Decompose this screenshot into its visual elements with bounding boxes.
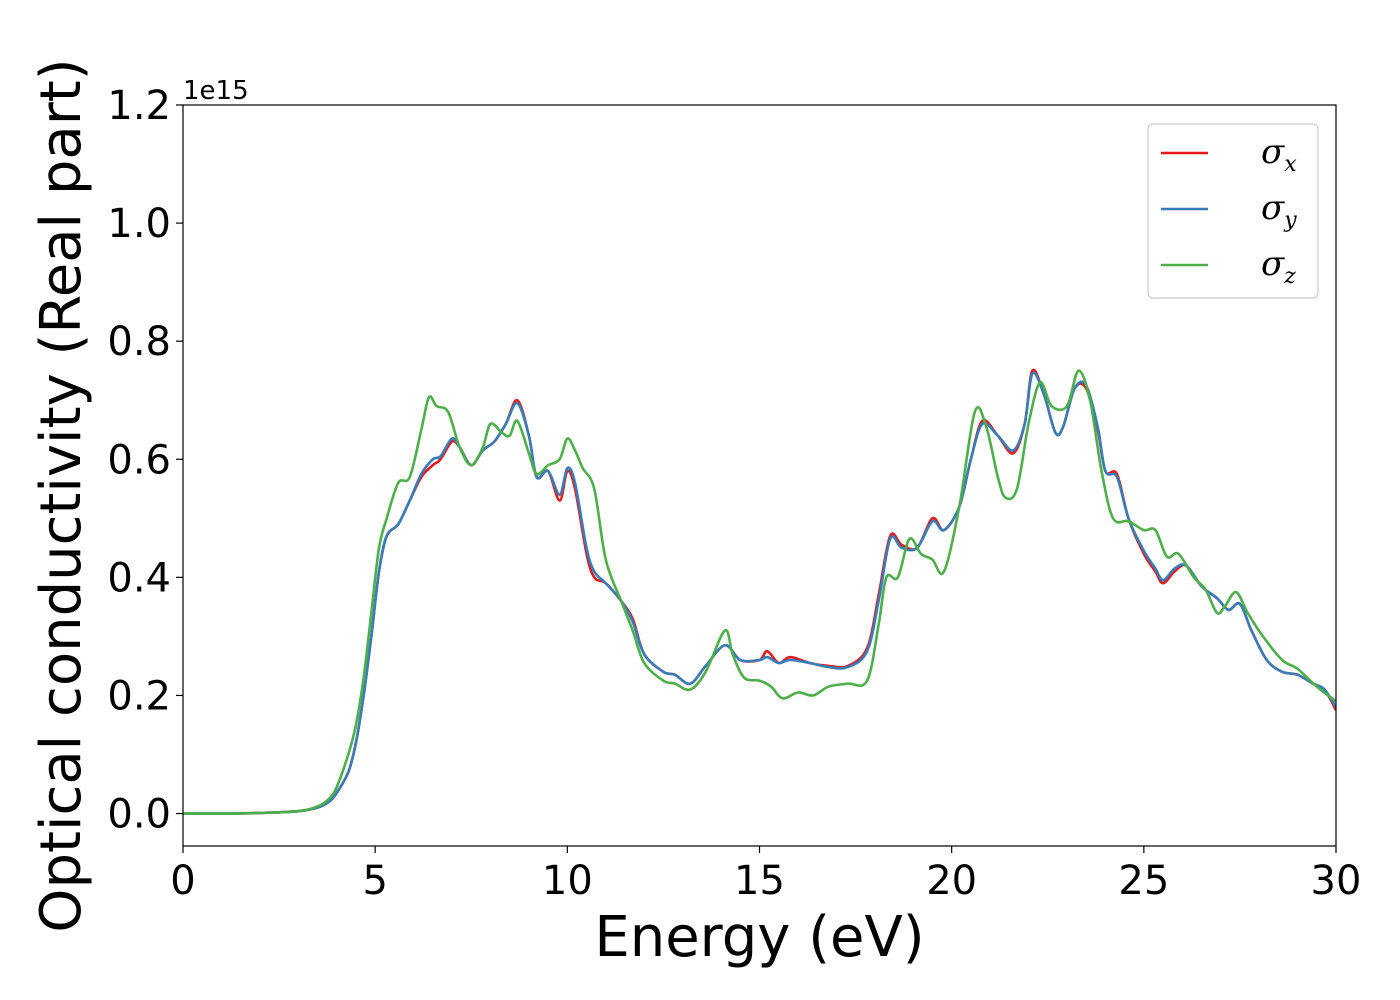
series-lines — [183, 368, 1336, 815]
legend-entry-sigma-z: σz — [1161, 244, 1296, 289]
y-tick-label: 0.0 — [107, 792, 171, 838]
y-tick-label: 1.2 — [107, 83, 171, 129]
x-tick-label: 25 — [1118, 858, 1169, 904]
x-tick-label: 5 — [362, 858, 387, 904]
y-axis-label: Optical conductivity (Real part) — [29, 58, 94, 932]
series-line-sigma-z — [183, 369, 1336, 815]
legend-label: σz — [1261, 244, 1296, 289]
x-axis-ticks: 0 5 10 15 20 25 30 — [170, 846, 1361, 904]
y-tick-label: 0.4 — [107, 555, 171, 601]
x-tick-label: 15 — [734, 858, 785, 904]
legend-label: σx — [1261, 132, 1297, 177]
x-tick-label: 30 — [1311, 858, 1362, 904]
x-tick-label: 20 — [926, 858, 977, 904]
legend-entry-sigma-x: σx — [1161, 132, 1297, 177]
x-tick-label: 0 — [170, 858, 195, 904]
legend: σx σy σz — [1147, 123, 1319, 299]
y-tick-label: 0.6 — [107, 437, 171, 483]
y-axis-offset-text: 1e15 — [183, 76, 249, 106]
y-tick-label: 0.2 — [107, 673, 171, 719]
y-tick-label: 0.8 — [107, 319, 171, 365]
legend-entry-sigma-y: σy — [1161, 188, 1297, 233]
x-axis-label: Energy (eV) — [594, 905, 924, 970]
y-tick-label: 1.0 — [107, 201, 171, 247]
series-line-sigma-y — [183, 371, 1336, 815]
legend-label: σy — [1261, 188, 1297, 233]
legend-frame — [1147, 123, 1319, 299]
y-axis-ticks: 0.0 0.2 0.4 0.6 0.8 1.0 1.2 — [107, 83, 183, 838]
x-tick-label: 10 — [542, 858, 593, 904]
